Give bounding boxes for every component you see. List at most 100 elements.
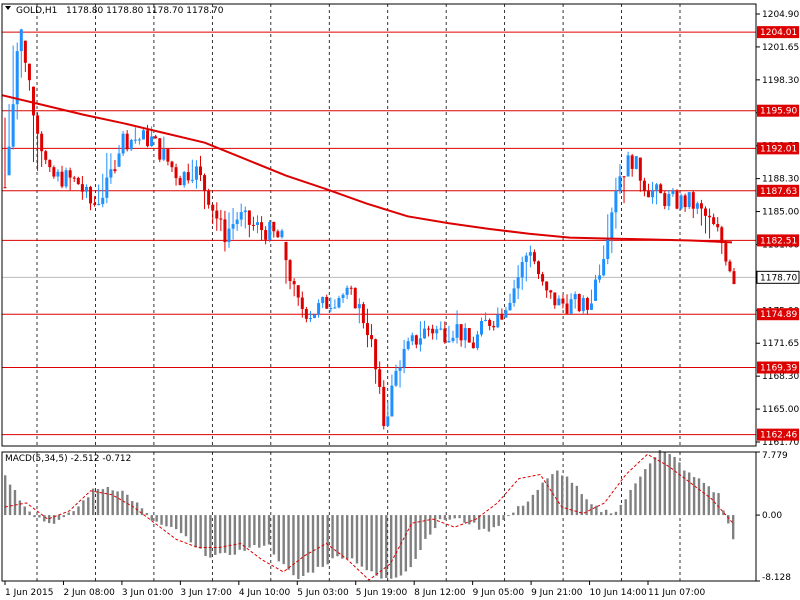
candle-body <box>23 40 27 63</box>
candle-body <box>48 159 52 168</box>
macd-bar <box>101 489 105 516</box>
candle-body <box>508 302 512 311</box>
macd-bar <box>385 515 388 578</box>
candle-body <box>219 218 223 220</box>
macd-label: MACD(5,34,5) -2.512 -0.712 <box>5 454 131 464</box>
candle-body <box>137 139 141 141</box>
macd-bar <box>189 515 193 543</box>
macd-bar <box>399 515 403 576</box>
candle-body <box>708 215 712 218</box>
candle-body <box>170 161 174 168</box>
candle-body <box>455 324 459 338</box>
x-tick-label: 1 Jun 2015 <box>5 588 53 598</box>
candle-body <box>520 262 524 278</box>
macd-bar <box>355 515 359 564</box>
macd-bar <box>663 451 666 516</box>
candle-body <box>651 189 655 198</box>
candle-body <box>370 335 374 340</box>
candle-body <box>276 231 280 238</box>
candle-body <box>349 287 353 289</box>
candle-body <box>573 294 577 300</box>
macd-bar <box>47 515 51 524</box>
candle-body <box>300 297 304 310</box>
macd-bar <box>204 515 207 557</box>
candle-body <box>655 184 659 190</box>
candle-body <box>695 203 699 209</box>
macd-bar <box>375 515 378 576</box>
macd-bar <box>551 474 554 516</box>
candle-body <box>129 140 133 150</box>
macd-bar <box>668 454 671 516</box>
candle-body <box>532 252 536 262</box>
candle-body <box>304 309 308 319</box>
level-label-box <box>757 234 799 247</box>
dropdown-triangle-icon[interactable] <box>5 6 11 10</box>
macd-bar <box>175 515 178 530</box>
candle-body <box>687 192 691 208</box>
macd-bar <box>277 515 281 562</box>
candle-body <box>117 153 121 167</box>
macd-bar <box>87 497 90 516</box>
candle-body <box>537 261 541 275</box>
candle-body <box>427 328 431 330</box>
macd-bar <box>380 515 383 579</box>
macd-panel-frame <box>1 451 757 582</box>
macd-bar <box>477 515 481 530</box>
current-price-box <box>756 270 800 284</box>
candle-body <box>374 339 378 370</box>
candle-body <box>634 156 638 169</box>
macd-bar <box>160 515 163 525</box>
macd-bar <box>697 478 701 516</box>
candle-body <box>667 193 671 207</box>
macd-bar <box>512 512 515 516</box>
macd-bar <box>18 500 22 516</box>
level-label-box <box>757 361 799 374</box>
y-tick-label: 1168.30 <box>762 372 799 382</box>
macd-bar <box>165 515 168 527</box>
candle-body <box>203 175 207 191</box>
candle-body <box>27 63 31 81</box>
candle-body <box>251 224 255 226</box>
candle-body <box>243 210 247 213</box>
candle-body <box>223 219 227 243</box>
candles <box>3 28 736 430</box>
candle-body <box>475 334 479 349</box>
moving-average <box>1 94 733 244</box>
candle-body <box>545 281 549 291</box>
candle-body <box>239 212 243 220</box>
candle-body <box>109 169 113 178</box>
macd-bar <box>96 489 100 516</box>
candle-body <box>296 285 300 298</box>
macd-bar <box>414 515 417 559</box>
candle-body <box>260 222 264 231</box>
candle-body <box>606 239 610 259</box>
candle-body <box>565 303 569 314</box>
macd-bar <box>717 493 720 516</box>
candle-body <box>44 151 48 160</box>
candle-body <box>365 323 369 336</box>
macd-bar <box>62 515 66 518</box>
candle-body <box>528 252 532 256</box>
macd-bar <box>214 515 217 555</box>
y-tick-label: 1171.65 <box>762 339 799 349</box>
candle-body <box>166 149 170 162</box>
macd-bar <box>13 489 17 516</box>
candle-body <box>284 241 288 261</box>
ma-line <box>1 94 733 244</box>
level-label-box <box>757 308 799 321</box>
y-tick-label: 1188.30 <box>762 175 799 185</box>
macd-bar <box>67 512 70 516</box>
macd-bar <box>575 485 579 516</box>
macd-bar <box>560 475 564 516</box>
candle-body <box>398 367 402 371</box>
macd-bar <box>365 515 368 571</box>
candle-body <box>7 146 11 176</box>
candle-body <box>414 335 418 345</box>
macd-bar <box>341 515 344 559</box>
candle-body <box>479 320 483 335</box>
candle-body <box>406 341 410 349</box>
candle-body <box>121 133 125 154</box>
macd-bar <box>433 515 437 529</box>
macd-bar <box>702 482 706 516</box>
macd-bar <box>438 515 442 520</box>
